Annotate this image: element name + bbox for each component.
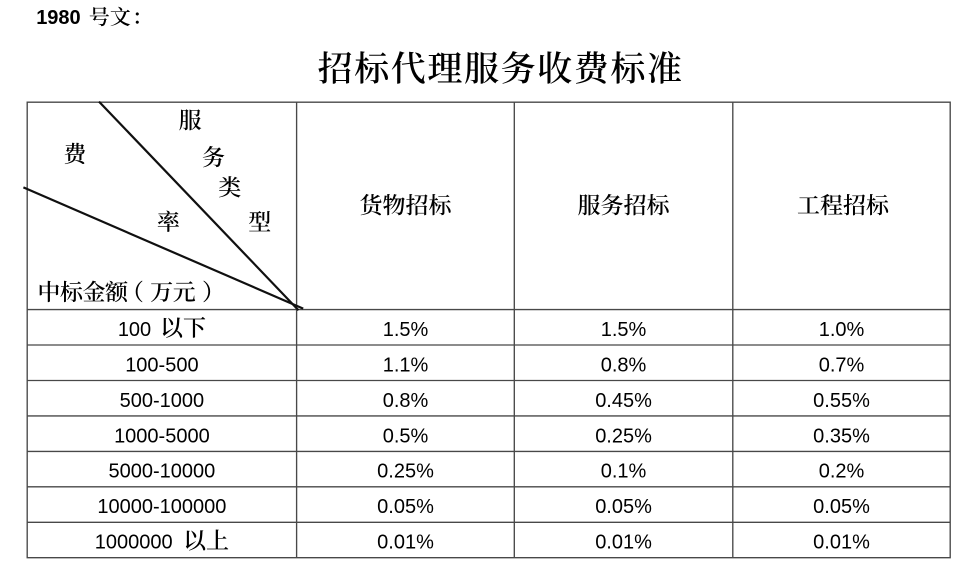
svg-text:0.05%: 0.05% xyxy=(813,496,870,518)
svg-text:1000-5000: 1000-5000 xyxy=(114,425,210,447)
svg-text:1.1%: 1.1% xyxy=(383,354,429,376)
svg-text:0.45%: 0.45% xyxy=(595,390,652,412)
svg-text:0.25%: 0.25% xyxy=(595,425,652,447)
svg-text:1980: 1980 xyxy=(36,7,80,29)
svg-text:0.8%: 0.8% xyxy=(383,390,429,412)
svg-text:0.2%: 0.2% xyxy=(819,461,865,483)
svg-text:1000000: 1000000 xyxy=(95,532,173,554)
svg-text:0.25%: 0.25% xyxy=(377,461,434,483)
svg-text:0.05%: 0.05% xyxy=(595,496,652,518)
svg-text:5000-10000: 5000-10000 xyxy=(109,461,216,483)
svg-text:1.0%: 1.0% xyxy=(819,319,865,341)
svg-text:0.01%: 0.01% xyxy=(813,532,870,554)
svg-text:0.35%: 0.35% xyxy=(813,425,870,447)
svg-text:1.5%: 1.5% xyxy=(383,319,429,341)
svg-text:500-1000: 500-1000 xyxy=(120,390,205,412)
svg-text:0.05%: 0.05% xyxy=(377,496,434,518)
svg-text:0.8%: 0.8% xyxy=(601,354,647,376)
svg-text:0.55%: 0.55% xyxy=(813,390,870,412)
svg-text:100: 100 xyxy=(118,319,151,341)
svg-text:0.01%: 0.01% xyxy=(377,532,434,554)
svg-text:0.01%: 0.01% xyxy=(595,532,652,554)
svg-text:100-500: 100-500 xyxy=(125,354,198,376)
svg-text:0.5%: 0.5% xyxy=(383,425,429,447)
svg-text:0.7%: 0.7% xyxy=(819,354,865,376)
svg-text:1.5%: 1.5% xyxy=(601,319,647,341)
svg-text:10000-100000: 10000-100000 xyxy=(97,496,226,518)
svg-text:0.1%: 0.1% xyxy=(601,461,647,483)
